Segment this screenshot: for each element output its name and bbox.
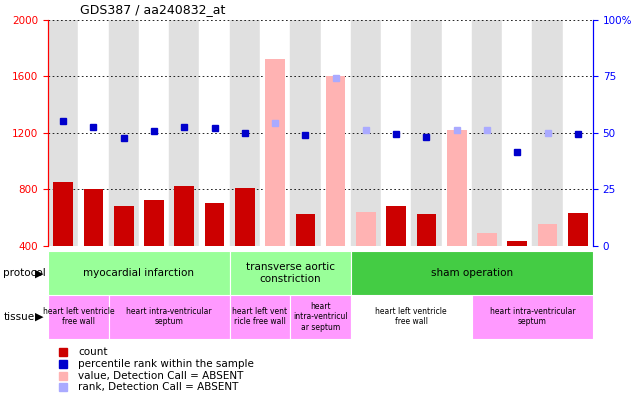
Bar xyxy=(381,20,412,246)
Bar xyxy=(502,20,533,246)
Text: heart intra-ventricular
septum: heart intra-ventricular septum xyxy=(490,307,575,326)
Text: heart left vent
ricle free wall: heart left vent ricle free wall xyxy=(233,307,288,326)
Text: rank, Detection Call = ABSENT: rank, Detection Call = ABSENT xyxy=(78,383,238,392)
Bar xyxy=(144,200,164,246)
Bar xyxy=(108,295,229,339)
Bar xyxy=(351,251,593,295)
Bar xyxy=(356,211,376,246)
Bar xyxy=(139,20,169,246)
Bar xyxy=(351,20,381,246)
Bar xyxy=(169,20,199,246)
Bar xyxy=(229,295,290,339)
Text: value, Detection Call = ABSENT: value, Detection Call = ABSENT xyxy=(78,371,244,381)
Bar xyxy=(229,251,351,295)
Bar xyxy=(477,233,497,246)
Bar xyxy=(442,20,472,246)
Text: ▶: ▶ xyxy=(35,268,44,278)
Text: heart left ventricle
free wall: heart left ventricle free wall xyxy=(42,307,114,326)
Bar xyxy=(235,188,254,246)
Text: ▶: ▶ xyxy=(35,312,44,322)
Text: myocardial infarction: myocardial infarction xyxy=(83,268,194,278)
Bar xyxy=(472,295,593,339)
Bar xyxy=(48,251,229,295)
Text: heart intra-ventricular
septum: heart intra-ventricular septum xyxy=(126,307,212,326)
Bar xyxy=(290,295,351,339)
Text: GDS387 / aa240832_at: GDS387 / aa240832_at xyxy=(80,3,226,16)
Bar xyxy=(174,186,194,246)
Bar xyxy=(290,20,320,246)
Bar xyxy=(296,215,315,246)
Bar xyxy=(229,20,260,246)
Bar xyxy=(326,76,345,246)
Text: protocol: protocol xyxy=(3,268,46,278)
Bar xyxy=(48,295,108,339)
Bar xyxy=(48,20,78,246)
Bar xyxy=(472,20,502,246)
Bar xyxy=(533,20,563,246)
Text: heart left ventricle
free wall: heart left ventricle free wall xyxy=(376,307,447,326)
Bar xyxy=(563,20,593,246)
Bar xyxy=(204,203,224,246)
Bar xyxy=(83,189,103,246)
Bar xyxy=(78,20,108,246)
Text: count: count xyxy=(78,347,108,357)
Bar xyxy=(265,59,285,246)
Bar xyxy=(108,20,139,246)
Text: tissue: tissue xyxy=(3,312,35,322)
Text: percentile rank within the sample: percentile rank within the sample xyxy=(78,359,254,369)
Bar xyxy=(538,225,558,246)
Text: heart
intra-ventricul
ar septum: heart intra-ventricul ar septum xyxy=(293,302,348,332)
Bar xyxy=(417,215,437,246)
Bar xyxy=(53,182,73,246)
Bar xyxy=(447,130,467,246)
Bar xyxy=(260,20,290,246)
Text: sham operation: sham operation xyxy=(431,268,513,278)
Bar xyxy=(508,241,527,246)
Bar xyxy=(387,206,406,246)
Bar xyxy=(199,20,229,246)
Bar xyxy=(412,20,442,246)
Text: transverse aortic
constriction: transverse aortic constriction xyxy=(246,263,335,284)
Bar xyxy=(114,206,133,246)
Bar xyxy=(320,20,351,246)
Bar xyxy=(568,213,588,246)
Bar xyxy=(351,295,472,339)
